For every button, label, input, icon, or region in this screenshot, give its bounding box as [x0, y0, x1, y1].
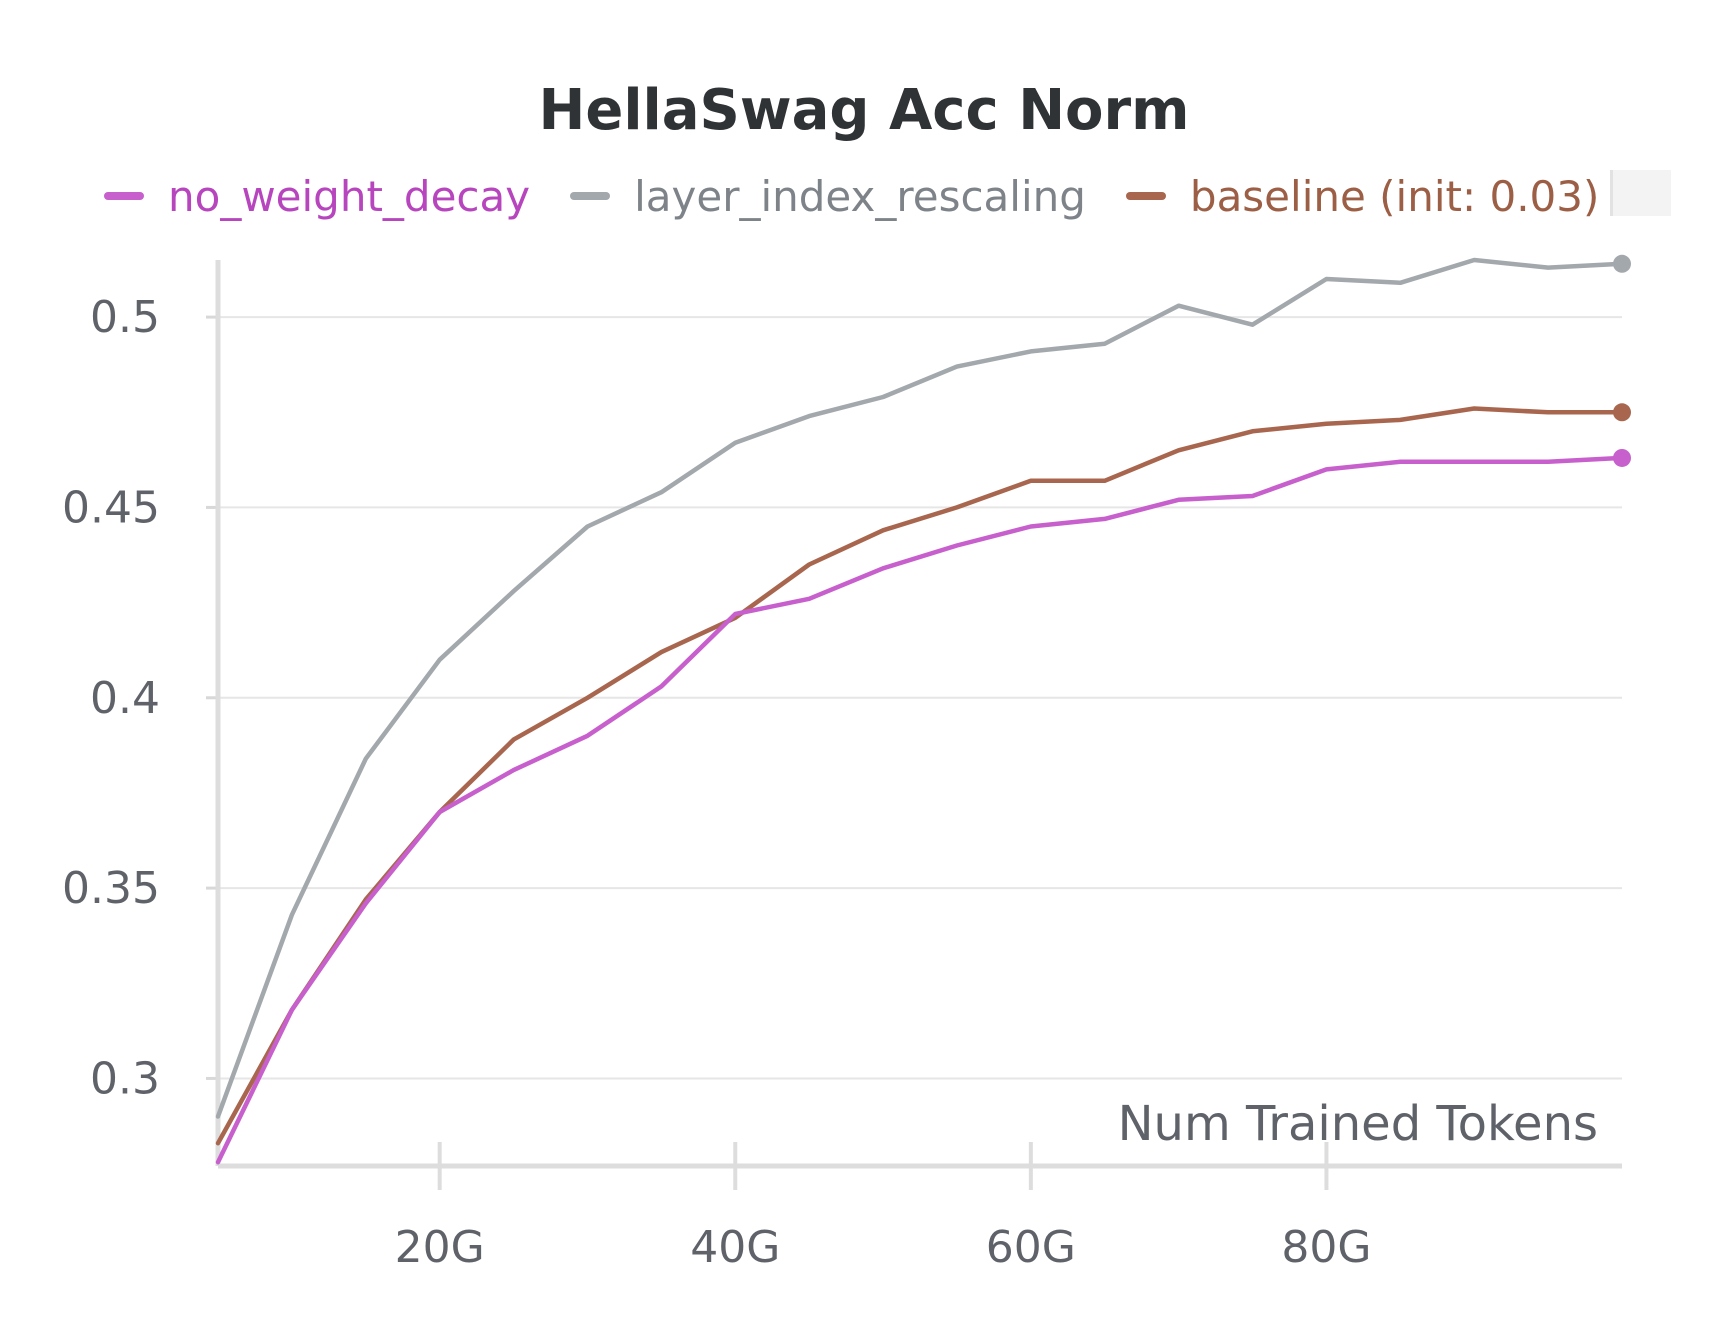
legend-label-baseline: baseline (init: 0.03): [1189, 171, 1600, 221]
series-end-marker-layer-index-rescaling: [1613, 254, 1631, 273]
series-end-marker-no-weight-decay: [1613, 448, 1631, 467]
series-line-no-weight-decay: [215, 455, 1625, 1165]
series-line-baseline-init-0-03: [215, 406, 1625, 1146]
legend-item-baseline[interactable]: baseline (init: 0.03): [1125, 171, 1600, 221]
legend-item-layer-index-rescaling[interactable]: layer_index_rescaling: [570, 172, 1086, 221]
y-tick-label: 0.35: [62, 863, 160, 914]
x-tick-label: 60G: [986, 1222, 1076, 1273]
chart-title: HellaSwag Acc Norm: [538, 78, 1190, 143]
x-axis-title: Num Trained Tokens: [1118, 1096, 1598, 1152]
legend-label-no-weight-decay: no_weight_decay: [168, 171, 531, 221]
y-tick-label: 0.45: [62, 482, 160, 533]
x-tick-label: 80G: [1281, 1222, 1371, 1273]
y-tick-label: 0.5: [90, 292, 160, 343]
series-end-marker-baseline-init-0-03: [1613, 403, 1631, 422]
legend-overflow-control[interactable]: [1610, 170, 1671, 216]
x-tick-label: 40G: [690, 1222, 780, 1273]
legend-item-no-weight-decay[interactable]: no_weight_decay: [104, 172, 530, 221]
legend-label-layer-index-rescaling: layer_index_rescaling: [634, 171, 1086, 221]
x-tick-label: 20G: [395, 1222, 485, 1273]
y-tick-label: 0.3: [90, 1053, 160, 1104]
legend-swatch-baseline: [1125, 192, 1166, 200]
y-tick-label: 0.4: [90, 673, 160, 724]
series-line-layer-index-rescaling: [215, 257, 1625, 1119]
legend-swatch-layer-index-rescaling: [570, 192, 611, 200]
legend-swatch-no-weight-decay: [104, 192, 144, 200]
legend: no_weight_decay layer_index_rescaling ba…: [104, 166, 1639, 226]
